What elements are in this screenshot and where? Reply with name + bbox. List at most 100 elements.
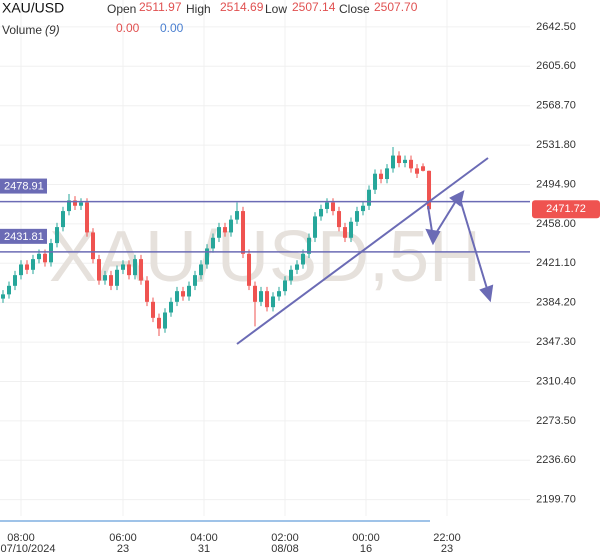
candle-body bbox=[259, 291, 264, 302]
candle-body bbox=[241, 211, 246, 254]
candle-body bbox=[379, 173, 384, 180]
x-tick-date: 23 bbox=[117, 543, 129, 555]
level-label: 2478.91 bbox=[4, 180, 44, 192]
candle-body bbox=[337, 211, 342, 228]
candle-body bbox=[127, 264, 132, 276]
candle-body bbox=[73, 200, 78, 206]
candle-body bbox=[67, 200, 72, 212]
candle-body bbox=[181, 291, 186, 297]
x-tick-label: 06:00 bbox=[109, 532, 137, 544]
arrow-head bbox=[449, 190, 465, 207]
candle-body bbox=[79, 202, 84, 206]
candle-body bbox=[277, 291, 282, 297]
candle-body bbox=[199, 264, 204, 276]
candle-body bbox=[85, 202, 90, 233]
candle-body bbox=[205, 248, 210, 265]
candle-body bbox=[253, 285, 258, 302]
candle-body bbox=[415, 168, 420, 174]
candle-body bbox=[247, 253, 252, 286]
y-tick-label: 2310.40 bbox=[536, 375, 576, 387]
candle-body bbox=[211, 237, 216, 249]
candle-body bbox=[409, 159, 414, 169]
x-tick-date: 31 bbox=[198, 543, 210, 555]
y-tick-label: 2421.10 bbox=[536, 257, 576, 269]
y-tick-label: 2384.20 bbox=[536, 297, 576, 309]
candle-body bbox=[343, 227, 348, 238]
volume-period: (9) bbox=[45, 23, 60, 37]
candle-body bbox=[193, 275, 198, 286]
close-value: 2507.70 bbox=[374, 0, 418, 14]
volume-value: 0.00 bbox=[116, 21, 140, 35]
candle-body bbox=[103, 275, 108, 281]
candle-body bbox=[187, 285, 192, 297]
volume-label: Volume bbox=[2, 23, 42, 37]
last-price-label: 2471.72 bbox=[546, 203, 586, 215]
candle-body bbox=[349, 221, 354, 238]
level-label-bg bbox=[0, 228, 47, 244]
arrow-head bbox=[479, 284, 494, 303]
candle-body bbox=[283, 280, 288, 292]
candle-body bbox=[163, 312, 168, 329]
candle-body bbox=[217, 227, 222, 238]
candle-body bbox=[223, 227, 228, 233]
candle-body bbox=[355, 211, 360, 222]
candle-body bbox=[139, 259, 144, 281]
last-price-bg bbox=[532, 200, 600, 219]
x-tick-date: 07/10/2024 bbox=[0, 543, 55, 555]
x-tick-label: 08:00 bbox=[7, 532, 35, 544]
candle-body bbox=[55, 227, 60, 244]
candle-body bbox=[295, 264, 300, 270]
candle-body bbox=[265, 291, 270, 308]
close-label: Close bbox=[339, 2, 370, 16]
high-value: 2514.69 bbox=[220, 0, 264, 14]
candle-body bbox=[121, 264, 126, 270]
x-tick-label: 00:00 bbox=[352, 532, 380, 544]
x-tick-date: 08/08 bbox=[271, 543, 299, 555]
candle-body bbox=[1, 294, 6, 299]
candle-body bbox=[289, 269, 294, 281]
candle-body bbox=[7, 285, 12, 295]
candle-body bbox=[403, 159, 408, 164]
open-label: Open bbox=[107, 2, 136, 16]
y-tick-label: 2458.00 bbox=[536, 218, 576, 230]
x-tick-label: 04:00 bbox=[190, 532, 218, 544]
candle-body bbox=[271, 296, 276, 308]
x-tick-date: 23 bbox=[441, 543, 453, 555]
candle-body bbox=[427, 170, 432, 210]
open-value: 2511.97 bbox=[139, 0, 182, 14]
high-label: High bbox=[186, 2, 211, 16]
trend-line bbox=[236, 157, 489, 345]
grid bbox=[0, 0, 530, 516]
candle-body bbox=[133, 259, 138, 276]
watermark: XAU/USD,5H bbox=[49, 217, 481, 297]
candle-body bbox=[319, 208, 324, 217]
candle-body bbox=[37, 253, 42, 260]
x-tick-label: 02:00 bbox=[271, 532, 299, 544]
candle-body bbox=[157, 317, 162, 329]
candle-body bbox=[49, 243, 54, 263]
symbol: XAU/USD bbox=[2, 0, 64, 16]
candle-body bbox=[175, 291, 180, 302]
candle-body bbox=[367, 189, 372, 206]
candle-body bbox=[391, 155, 396, 169]
low-value: 2507.14 bbox=[292, 0, 336, 14]
candle-body bbox=[109, 275, 114, 286]
candle-body bbox=[61, 211, 66, 228]
candle-body bbox=[397, 155, 402, 164]
candle-body bbox=[151, 301, 156, 318]
candle-body bbox=[97, 259, 102, 281]
y-tick-label: 2642.50 bbox=[536, 21, 576, 33]
candle-body bbox=[331, 202, 336, 212]
candle-body bbox=[313, 216, 318, 238]
candle-body bbox=[115, 269, 120, 286]
y-tick-label: 2347.30 bbox=[536, 336, 576, 348]
candle-body bbox=[25, 264, 30, 270]
candle-body bbox=[325, 202, 330, 209]
level-label: 2431.81 bbox=[4, 231, 44, 243]
level-label-bg bbox=[0, 178, 47, 194]
candle-body bbox=[361, 205, 366, 212]
x-tick-date: 16 bbox=[360, 543, 372, 555]
candle-body bbox=[31, 259, 36, 270]
y-tick-label: 2273.50 bbox=[536, 415, 576, 427]
